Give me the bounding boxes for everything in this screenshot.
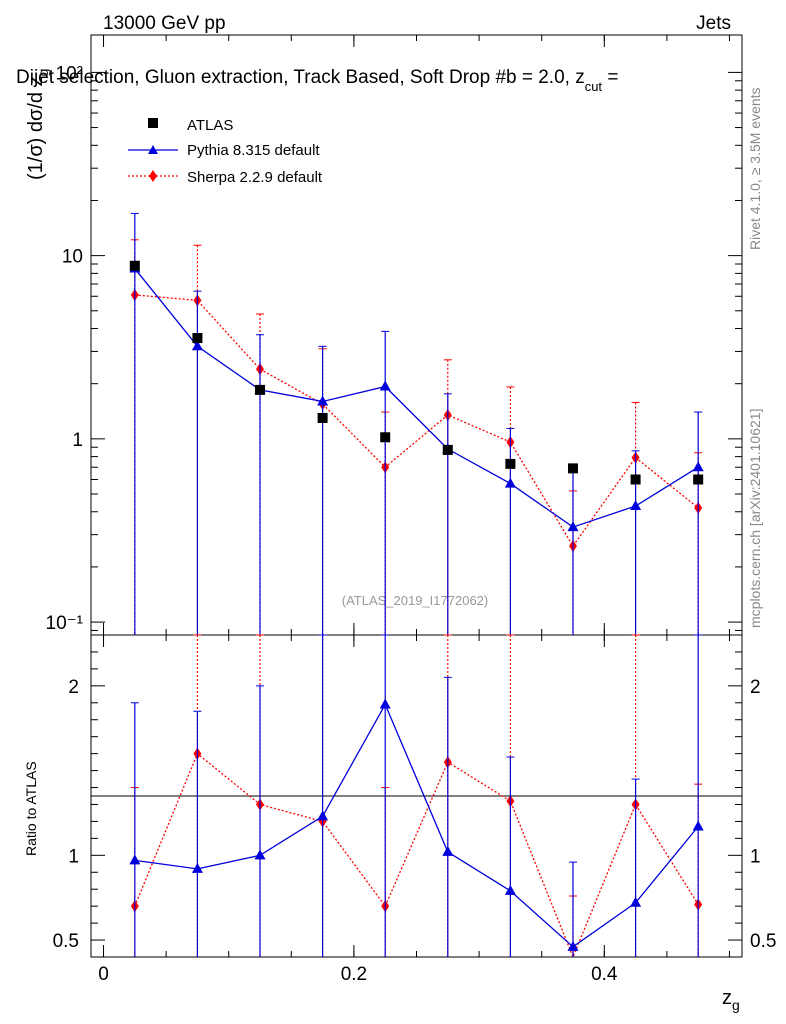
pythia-ratio-point	[630, 896, 642, 907]
ratio-axis-label: Ratio to ATLAS	[23, 761, 39, 856]
main-marks	[129, 212, 704, 635]
x-axis-label: zg	[722, 987, 740, 1013]
legend-pythia-marker	[148, 145, 158, 154]
atlas-point	[693, 474, 704, 485]
analysis-watermark: (ATLAS_2019_I1772062)	[342, 593, 488, 608]
pythia-ratio-point	[504, 884, 516, 895]
ratio-y-tick-label: 2	[68, 677, 79, 698]
rivet-label: Rivet 4.1.0, ≥ 3.5M events	[747, 87, 763, 250]
y-tick-label: 10²	[56, 63, 83, 84]
atlas-point	[630, 474, 641, 485]
pythia-point	[379, 380, 391, 391]
pythia-ratio-point	[191, 862, 203, 873]
atlas-point	[129, 260, 140, 271]
pythia-ratio-point	[442, 845, 454, 856]
axes: 0 0.2 0.4 10⁻¹ 1 10 10² 0.5 0.5 1 1 2 2	[46, 35, 776, 985]
legend-sherpa-marker	[149, 170, 157, 182]
x-tick-label: 0.4	[591, 964, 618, 985]
collision-label: 13000 GeV pp	[103, 13, 226, 34]
x-axis-label-sub: g	[732, 997, 740, 1013]
atlas-point	[317, 412, 328, 423]
atlas-point	[505, 458, 516, 469]
pythia-ratio-line	[134, 703, 699, 948]
ratio-y-tick-label-right: 0.5	[750, 931, 776, 952]
x-axis-label-main: z	[722, 987, 732, 1009]
ratio-y-tick-label: 1	[68, 846, 79, 867]
legend-atlas-marker	[148, 118, 158, 128]
pythia-point	[567, 521, 579, 532]
pythia-point	[317, 395, 329, 406]
sherpa-ratio-line	[134, 752, 699, 959]
y-axis-label-sub: g	[35, 69, 51, 77]
ratio-y-tick-label-right: 2	[750, 677, 761, 698]
y-axis-label-main: (1/σ) dσ/d z	[25, 76, 47, 180]
legend: ATLAS Pythia 8.315 default Sherpa 2.2.9 …	[128, 117, 323, 186]
chart-title-sub: cut	[585, 79, 603, 94]
atlas-point	[255, 384, 266, 395]
pythia-point	[692, 461, 704, 472]
chart-title-main: Dijet selection, Gluon extraction, Track…	[16, 67, 585, 88]
pythia-ratio-point	[567, 940, 579, 951]
x-tick-label: 0	[98, 964, 109, 985]
atlas-point	[567, 463, 578, 474]
pythia-point	[630, 500, 642, 511]
chart-title-tail: =	[602, 67, 618, 88]
legend-pythia-label: Pythia 8.315 default	[187, 142, 320, 159]
legend-atlas-label: ATLAS	[187, 117, 233, 134]
pythia-line	[134, 268, 699, 528]
chart-title: Dijet selection, Gluon extraction, Track…	[16, 67, 618, 94]
pythia-ratio-point	[129, 854, 141, 865]
x-tick-label: 0.2	[341, 964, 367, 985]
atlas-point	[380, 432, 391, 443]
pythia-ratio-point	[692, 820, 704, 831]
pythia-ratio-point	[254, 849, 266, 860]
y-tick-label: 10	[62, 247, 83, 268]
legend-sherpa-label: Sherpa 2.2.9 default	[187, 169, 323, 186]
pythia-point	[191, 340, 203, 351]
sherpa-line	[134, 294, 699, 548]
ratio-y-tick-label: 0.5	[53, 931, 79, 952]
y-tick-label: 10⁻¹	[46, 613, 84, 634]
y-tick-label: 1	[72, 430, 83, 451]
pythia-ratio-point	[379, 698, 391, 709]
jets-label: Jets	[696, 13, 731, 34]
ratio-marks	[129, 634, 704, 959]
atlas-point	[192, 333, 203, 344]
mcplots-label: mcplots.cern.ch [arXiv:2401.10621]	[747, 409, 763, 628]
y-axis-label: (1/σ) dσ/d zg	[25, 69, 51, 180]
pythia-point	[504, 477, 516, 488]
ratio-y-tick-label-right: 1	[750, 846, 761, 867]
pythia-ratio-point	[317, 810, 329, 821]
atlas-point	[442, 444, 453, 455]
